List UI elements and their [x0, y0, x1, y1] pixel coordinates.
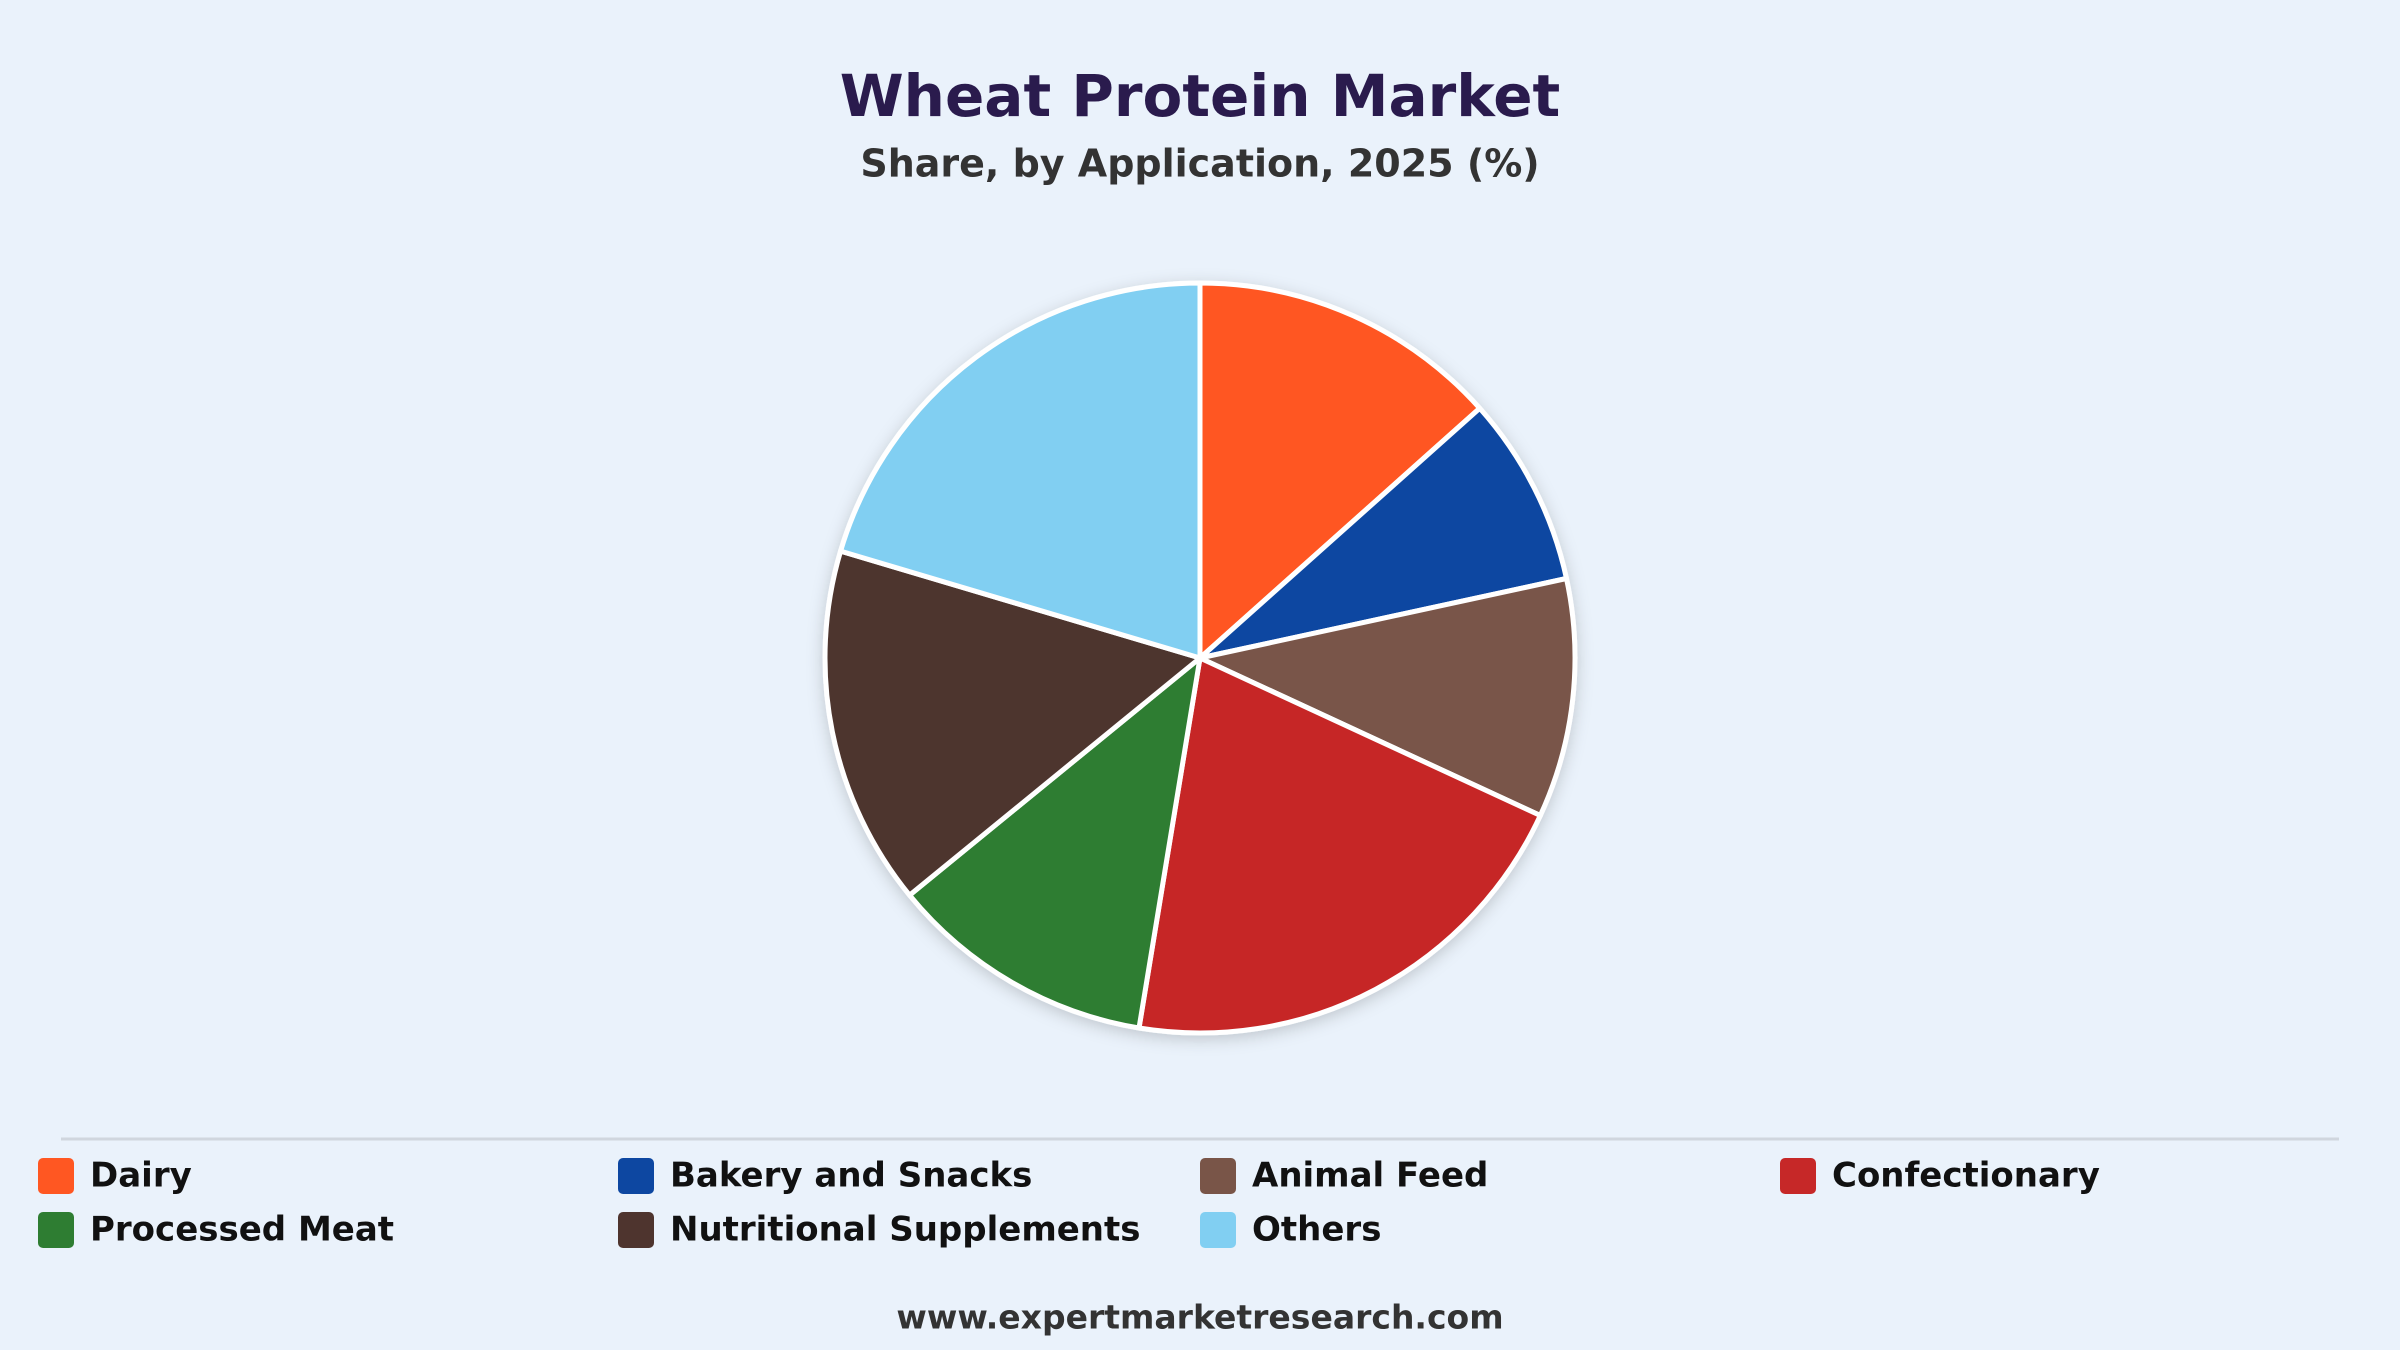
chart-subtitle: Share, by Application, 2025 (%) [860, 142, 1539, 186]
chart-title: Wheat Protein Market [840, 62, 1561, 130]
pie-slice [1197, 280, 1483, 661]
pie-slice [822, 548, 1203, 898]
legend-swatch [1200, 1212, 1236, 1248]
legend-label: Animal Feed [1252, 1156, 1488, 1196]
legend-label: Others [1252, 1210, 1381, 1250]
legend-swatch [38, 1158, 74, 1194]
pie-slice [1136, 655, 1543, 1036]
legend: Dairy Bakery and Snacks Animal Feed Confect… [38, 1156, 2100, 1250]
legend-swatch [38, 1212, 74, 1248]
legend-swatch [618, 1212, 654, 1248]
legend-swatch [618, 1158, 654, 1194]
legend-label: Dairy [90, 1156, 192, 1196]
pie [822, 280, 1578, 1036]
legend-label: Nutritional Supplements [670, 1210, 1141, 1250]
legend-label: Processed Meat [90, 1210, 394, 1250]
pie-slice [1197, 405, 1569, 661]
pie-slice [1197, 575, 1578, 819]
pie-slice [907, 655, 1203, 1031]
legend-label: Confectionary [1832, 1156, 2100, 1196]
legend-swatch [1780, 1158, 1816, 1194]
footer: www.expertmarketresearch.com [896, 1298, 1503, 1337]
legend-swatch [1200, 1158, 1236, 1194]
legend-label: Bakery and Snacks [670, 1156, 1032, 1196]
pie-slice [838, 280, 1203, 661]
